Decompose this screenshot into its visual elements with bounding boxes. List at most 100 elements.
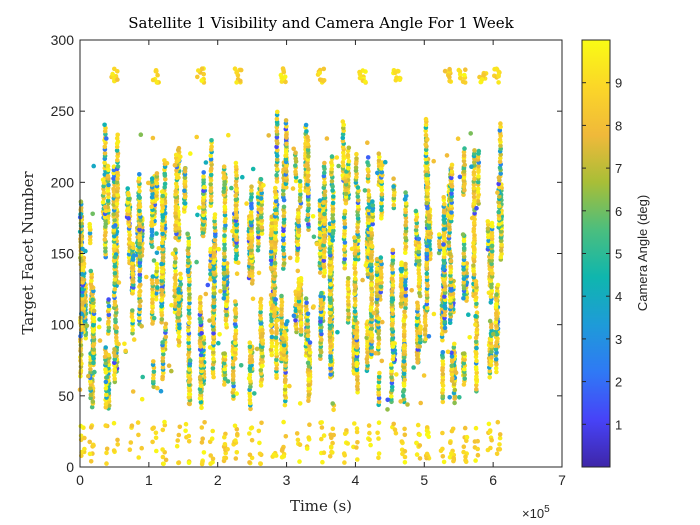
scatter-point <box>88 379 93 384</box>
scatter-point <box>169 302 174 308</box>
scatter-point <box>199 368 204 374</box>
scatter-point <box>352 302 358 308</box>
scatter-point <box>293 163 298 168</box>
scatter-point <box>186 324 191 330</box>
scatter-point <box>274 329 279 334</box>
scatter-point <box>249 425 255 431</box>
scatter-point <box>104 461 109 466</box>
scatter-point <box>284 185 289 190</box>
scatter-point <box>150 296 155 302</box>
scatter-point <box>328 259 333 265</box>
scatter-point <box>340 131 346 137</box>
scatter-point <box>472 211 477 216</box>
scatter-point <box>130 260 135 266</box>
scatter-point <box>233 340 238 346</box>
scatter-point <box>471 185 477 191</box>
scatter-point <box>86 373 91 379</box>
scatter-point <box>177 325 182 331</box>
scatter-point <box>114 310 119 315</box>
scatter-point <box>185 328 191 333</box>
scatter-point <box>208 461 213 467</box>
scatter-point <box>424 292 430 298</box>
scatter-point <box>474 301 479 307</box>
scatter-point <box>391 176 396 181</box>
scatter-point <box>137 233 142 238</box>
scatter-point <box>327 303 333 309</box>
scatter-point <box>352 260 358 265</box>
scatter-point <box>327 325 333 331</box>
scatter-point <box>330 200 336 206</box>
scatter-point <box>269 227 274 232</box>
scatter-point <box>327 292 333 297</box>
scatter-point <box>306 173 311 178</box>
scatter-point <box>295 437 301 443</box>
scatter-point <box>356 198 361 203</box>
scatter-point <box>149 309 155 315</box>
scatter-point <box>130 245 136 250</box>
scatter-point <box>199 425 205 430</box>
scatter-point <box>153 296 159 302</box>
scatter-point <box>319 290 324 296</box>
scatter-point <box>354 331 359 336</box>
scatter-point <box>294 431 300 436</box>
scatter-point <box>376 395 382 401</box>
scatter-point <box>498 121 503 126</box>
colorbar-tick-label: 1 <box>615 417 622 432</box>
scatter-point <box>259 377 265 382</box>
scatter-point <box>182 179 188 184</box>
scatter-point <box>178 275 184 281</box>
scatter-point <box>424 298 430 304</box>
scatter-point <box>306 398 311 404</box>
scatter-point <box>137 254 143 259</box>
scatter-point <box>137 315 142 321</box>
scatter-point <box>103 367 108 372</box>
scatter-point <box>487 428 493 433</box>
scatter-point <box>151 315 157 321</box>
scatter-point <box>369 249 375 255</box>
scatter-point <box>129 423 135 429</box>
scatter-point <box>224 312 229 318</box>
scatter-point <box>257 451 263 457</box>
scatter-point <box>376 374 382 380</box>
scatter-point <box>281 220 287 225</box>
scatter-point <box>211 304 217 309</box>
scatter-point <box>355 374 360 379</box>
scatter-point <box>159 265 165 271</box>
scatter-point <box>135 420 141 425</box>
scatter-point <box>111 187 117 192</box>
scatter-point <box>172 288 177 293</box>
scatter-point <box>462 366 467 372</box>
scatter-point <box>416 249 422 254</box>
scatter-point <box>322 160 327 166</box>
scatter-point <box>423 156 429 162</box>
scatter-point <box>125 190 131 196</box>
scatter-point <box>279 336 285 341</box>
scatter-point <box>130 331 135 336</box>
scatter-point <box>495 190 500 195</box>
scatter-point <box>176 158 181 163</box>
scatter-point <box>497 194 502 199</box>
scatter-point <box>258 461 263 466</box>
scatter-point <box>343 178 349 184</box>
scatter-point <box>281 213 287 219</box>
scatter-point <box>248 353 253 359</box>
scatter-point <box>461 280 467 285</box>
scatter-point <box>491 331 496 337</box>
scatter-point <box>425 184 430 190</box>
scatter-point <box>461 261 466 266</box>
scatter-point <box>455 136 461 141</box>
scatter-point <box>166 363 172 369</box>
scatter-point <box>291 146 297 152</box>
scatter-point <box>176 432 182 438</box>
scatter-point <box>340 119 346 124</box>
scatter-point <box>130 389 136 394</box>
scatter-point <box>376 379 382 385</box>
scatter-point <box>497 442 502 447</box>
scatter-point <box>183 428 188 434</box>
scatter-point <box>442 207 447 213</box>
scatter-point <box>365 173 371 179</box>
scatter-point <box>249 201 254 206</box>
scatter-point <box>210 456 216 462</box>
y-tick-label: 150 <box>51 246 75 262</box>
scatter-point <box>441 217 447 223</box>
